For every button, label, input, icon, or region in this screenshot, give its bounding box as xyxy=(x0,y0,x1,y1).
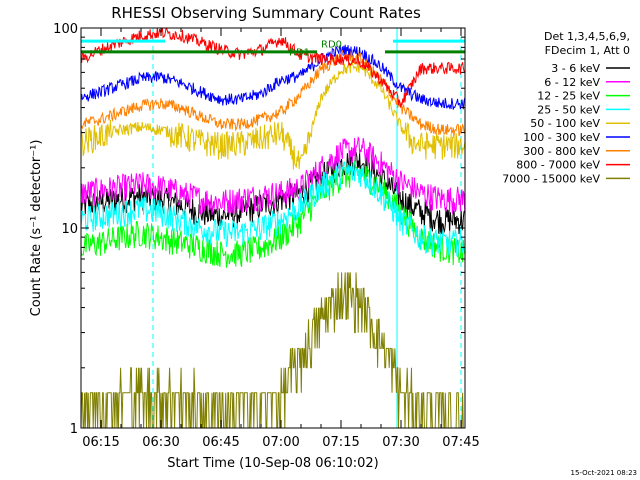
timestamp: 15-Oct-2021 08:23 xyxy=(571,469,637,477)
series-line-6 xyxy=(81,49,465,137)
legend-entry-label: 6 - 12 keV xyxy=(544,76,600,89)
annotation-label: RD1 xyxy=(289,47,310,58)
legend-header-line-1: Det 1,3,4,5,6,9, xyxy=(544,30,630,43)
x-axis-label: Start Time (10-Sep-08 06:10:02) xyxy=(167,456,378,471)
x-tick-label: 07:45 xyxy=(442,435,479,450)
legend-entry-label: 7000 - 15000 keV xyxy=(502,172,600,185)
x-tick-label: 06:45 xyxy=(202,435,239,450)
chart-title: RHESSI Observing Summary Count Rates xyxy=(111,4,421,22)
y-axis: 1 10 100 xyxy=(53,22,465,437)
x-tick-label: 06:30 xyxy=(142,435,179,450)
legend-entry-label: 800 - 7000 keV xyxy=(516,159,600,172)
plot-area: RD0 RD1 xyxy=(81,28,465,428)
series-layer: RD0 RD1 xyxy=(81,28,465,428)
x-tick-label: 07:15 xyxy=(322,435,359,450)
y-tick-label: 10 xyxy=(61,222,78,237)
series-line-3 xyxy=(81,160,465,258)
legend-header-line-2: FDecim 1, Att 0 xyxy=(545,44,630,57)
series-line-7 xyxy=(81,28,465,108)
legend: Det 1,3,4,5,6,9, FDecim 1, Att 0 3 - 6 k… xyxy=(502,30,630,185)
legend-entry-label: 3 - 6 keV xyxy=(551,62,600,75)
series-line-1 xyxy=(81,136,465,215)
series-line-8 xyxy=(81,272,465,428)
y-tick-label: 1 xyxy=(70,422,78,437)
legend-entry-label: 25 - 50 keV xyxy=(537,103,600,116)
annotation-label: RD0 xyxy=(321,39,342,50)
series-line-5 xyxy=(81,44,465,110)
series-line-4 xyxy=(81,61,465,170)
y-axis-label: Count Rate (s⁻¹ detector⁻¹) xyxy=(29,140,44,317)
legend-entry-label: 100 - 300 keV xyxy=(523,131,600,144)
x-tick-label: 06:15 xyxy=(82,435,119,450)
x-tick-label: 07:30 xyxy=(382,435,419,450)
y-tick-label: 100 xyxy=(53,22,78,37)
legend-entry-label: 50 - 100 keV xyxy=(530,117,600,130)
x-axis: 06:15 06:30 06:45 07:00 07:15 07:30 07:45 xyxy=(80,28,480,450)
legend-entry-label: 12 - 25 keV xyxy=(537,90,600,103)
x-tick-label: 07:00 xyxy=(262,435,299,450)
legend-entry-label: 300 - 800 keV xyxy=(523,145,600,158)
